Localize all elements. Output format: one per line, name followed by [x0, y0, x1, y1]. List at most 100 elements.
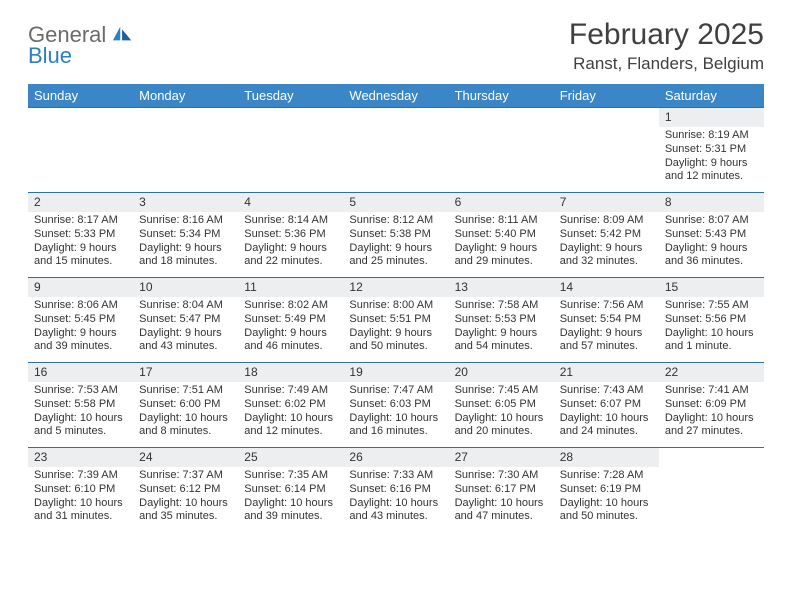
daylight-line1: Daylight: 9 hours	[244, 242, 337, 256]
day-details: Sunrise: 8:11 AMSunset: 5:40 PMDaylight:…	[449, 212, 554, 273]
day-details: Sunrise: 7:56 AMSunset: 5:54 PMDaylight:…	[554, 297, 659, 358]
day-number: 21	[554, 363, 659, 382]
day-details: Sunrise: 7:49 AMSunset: 6:02 PMDaylight:…	[238, 382, 343, 443]
day-number: 8	[659, 193, 764, 212]
day-number: 9	[28, 278, 133, 297]
calendar-cell: 17Sunrise: 7:51 AMSunset: 6:00 PMDayligh…	[133, 363, 238, 447]
sunset-text: Sunset: 6:00 PM	[139, 398, 232, 412]
sunrise-text: Sunrise: 7:55 AM	[665, 299, 758, 313]
header: General Blue February 2025 Ranst, Flande…	[28, 18, 764, 74]
day-number: 4	[238, 193, 343, 212]
dayname-tuesday: Tuesday	[238, 84, 343, 107]
daylight-line1: Daylight: 10 hours	[665, 412, 758, 426]
sunrise-text: Sunrise: 7:47 AM	[349, 384, 442, 398]
daylight-line2: and 1 minute.	[665, 340, 758, 354]
calendar-cell-empty	[28, 108, 133, 192]
sunset-text: Sunset: 5:31 PM	[665, 143, 758, 157]
calendar-cell: 1Sunrise: 8:19 AMSunset: 5:31 PMDaylight…	[659, 108, 764, 192]
dayname-friday: Friday	[554, 84, 659, 107]
daylight-line1: Daylight: 9 hours	[560, 327, 653, 341]
daylight-line1: Daylight: 9 hours	[349, 242, 442, 256]
day-details: Sunrise: 7:58 AMSunset: 5:53 PMDaylight:…	[449, 297, 554, 358]
sunset-text: Sunset: 6:12 PM	[139, 483, 232, 497]
calendar-cell: 24Sunrise: 7:37 AMSunset: 6:12 PMDayligh…	[133, 448, 238, 532]
sunset-text: Sunset: 5:53 PM	[455, 313, 548, 327]
calendar-cell: 4 Sunrise: 8:14 AMSunset: 5:36 PMDaylight…	[238, 193, 343, 277]
calendar-week: 9Sunrise: 8:06 AMSunset: 5:45 PMDaylight…	[28, 277, 764, 362]
sunrise-text: Sunrise: 7:37 AM	[139, 469, 232, 483]
day-details: Sunrise: 7:45 AMSunset: 6:05 PMDaylight:…	[449, 382, 554, 443]
sunrise-text: Sunrise: 7:35 AM	[244, 469, 337, 483]
daylight-line2: and 43 minutes.	[139, 340, 232, 354]
daylight-line1: Daylight: 10 hours	[455, 412, 548, 426]
calendar-cell: 20Sunrise: 7:45 AMSunset: 6:05 PMDayligh…	[449, 363, 554, 447]
day-number: 22	[659, 363, 764, 382]
dayname-thursday: Thursday	[449, 84, 554, 107]
calendar-body: 1Sunrise: 8:19 AMSunset: 5:31 PMDaylight…	[28, 107, 764, 532]
sunset-text: Sunset: 5:42 PM	[560, 228, 653, 242]
calendar-cell: 27Sunrise: 7:30 AMSunset: 6:17 PMDayligh…	[449, 448, 554, 532]
sunrise-text: Sunrise: 8:16 AM	[139, 214, 232, 228]
sunset-text: Sunset: 5:58 PM	[34, 398, 127, 412]
daylight-line2: and 50 minutes.	[349, 340, 442, 354]
day-number: 15	[659, 278, 764, 297]
day-details: Sunrise: 8:17 AMSunset: 5:33 PMDaylight:…	[28, 212, 133, 273]
sunrise-text: Sunrise: 8:04 AM	[139, 299, 232, 313]
calendar-cell-empty	[449, 108, 554, 192]
day-number: 12	[343, 278, 448, 297]
sunset-text: Sunset: 5:49 PM	[244, 313, 337, 327]
calendar-cell: 3Sunrise: 8:16 AMSunset: 5:34 PMDaylight…	[133, 193, 238, 277]
daylight-line1: Daylight: 10 hours	[244, 412, 337, 426]
day-number: 2	[28, 193, 133, 212]
day-number: 25	[238, 448, 343, 467]
calendar-cell: 6Sunrise: 8:11 AMSunset: 5:40 PMDaylight…	[449, 193, 554, 277]
calendar-week: 1Sunrise: 8:19 AMSunset: 5:31 PMDaylight…	[28, 107, 764, 192]
sunset-text: Sunset: 5:51 PM	[349, 313, 442, 327]
calendar-cell: 28Sunrise: 7:28 AMSunset: 6:19 PMDayligh…	[554, 448, 659, 532]
logo-sails-icon	[112, 24, 134, 42]
calendar-week: 2Sunrise: 8:17 AMSunset: 5:33 PMDaylight…	[28, 192, 764, 277]
day-details: Sunrise: 8:07 AMSunset: 5:43 PMDaylight:…	[659, 212, 764, 273]
calendar-cell-empty	[133, 108, 238, 192]
day-details: Sunrise: 7:28 AMSunset: 6:19 PMDaylight:…	[554, 467, 659, 528]
daylight-line1: Daylight: 9 hours	[665, 157, 758, 171]
daylight-line2: and 25 minutes.	[349, 255, 442, 269]
sunrise-text: Sunrise: 7:43 AM	[560, 384, 653, 398]
sunrise-text: Sunrise: 8:17 AM	[34, 214, 127, 228]
calendar-cell-empty	[659, 448, 764, 532]
daylight-line1: Daylight: 9 hours	[349, 327, 442, 341]
calendar-cell: 9Sunrise: 8:06 AMSunset: 5:45 PMDaylight…	[28, 278, 133, 362]
daylight-line1: Daylight: 9 hours	[139, 327, 232, 341]
sunrise-text: Sunrise: 7:56 AM	[560, 299, 653, 313]
day-number: 20	[449, 363, 554, 382]
calendar-cell: 19Sunrise: 7:47 AMSunset: 6:03 PMDayligh…	[343, 363, 448, 447]
day-number: 10	[133, 278, 238, 297]
daylight-line2: and 32 minutes.	[560, 255, 653, 269]
sunrise-text: Sunrise: 8:11 AM	[455, 214, 548, 228]
calendar-cell-empty	[238, 108, 343, 192]
daylight-line2: and 50 minutes.	[560, 510, 653, 524]
title-block: February 2025 Ranst, Flanders, Belgium	[569, 18, 764, 74]
sunrise-text: Sunrise: 8:14 AM	[244, 214, 337, 228]
sunrise-text: Sunrise: 7:30 AM	[455, 469, 548, 483]
calendar-cell: 21Sunrise: 7:43 AMSunset: 6:07 PMDayligh…	[554, 363, 659, 447]
daylight-line2: and 27 minutes.	[665, 425, 758, 439]
sunset-text: Sunset: 5:36 PM	[244, 228, 337, 242]
day-details: Sunrise: 7:41 AMSunset: 6:09 PMDaylight:…	[659, 382, 764, 443]
daylight-line1: Daylight: 9 hours	[455, 242, 548, 256]
daylight-line1: Daylight: 10 hours	[349, 412, 442, 426]
daylight-line1: Daylight: 10 hours	[349, 497, 442, 511]
daylight-line1: Daylight: 10 hours	[665, 327, 758, 341]
daylight-line2: and 31 minutes.	[34, 510, 127, 524]
daylight-line2: and 20 minutes.	[455, 425, 548, 439]
calendar-cell: 2Sunrise: 8:17 AMSunset: 5:33 PMDaylight…	[28, 193, 133, 277]
sunset-text: Sunset: 5:43 PM	[665, 228, 758, 242]
daylight-line2: and 43 minutes.	[349, 510, 442, 524]
day-details: Sunrise: 8:00 AMSunset: 5:51 PMDaylight:…	[343, 297, 448, 358]
dayname-wednesday: Wednesday	[343, 84, 448, 107]
sunrise-text: Sunrise: 7:39 AM	[34, 469, 127, 483]
daylight-line2: and 15 minutes.	[34, 255, 127, 269]
day-details: Sunrise: 8:06 AMSunset: 5:45 PMDaylight:…	[28, 297, 133, 358]
daylight-line2: and 12 minutes.	[665, 170, 758, 184]
day-number: 17	[133, 363, 238, 382]
